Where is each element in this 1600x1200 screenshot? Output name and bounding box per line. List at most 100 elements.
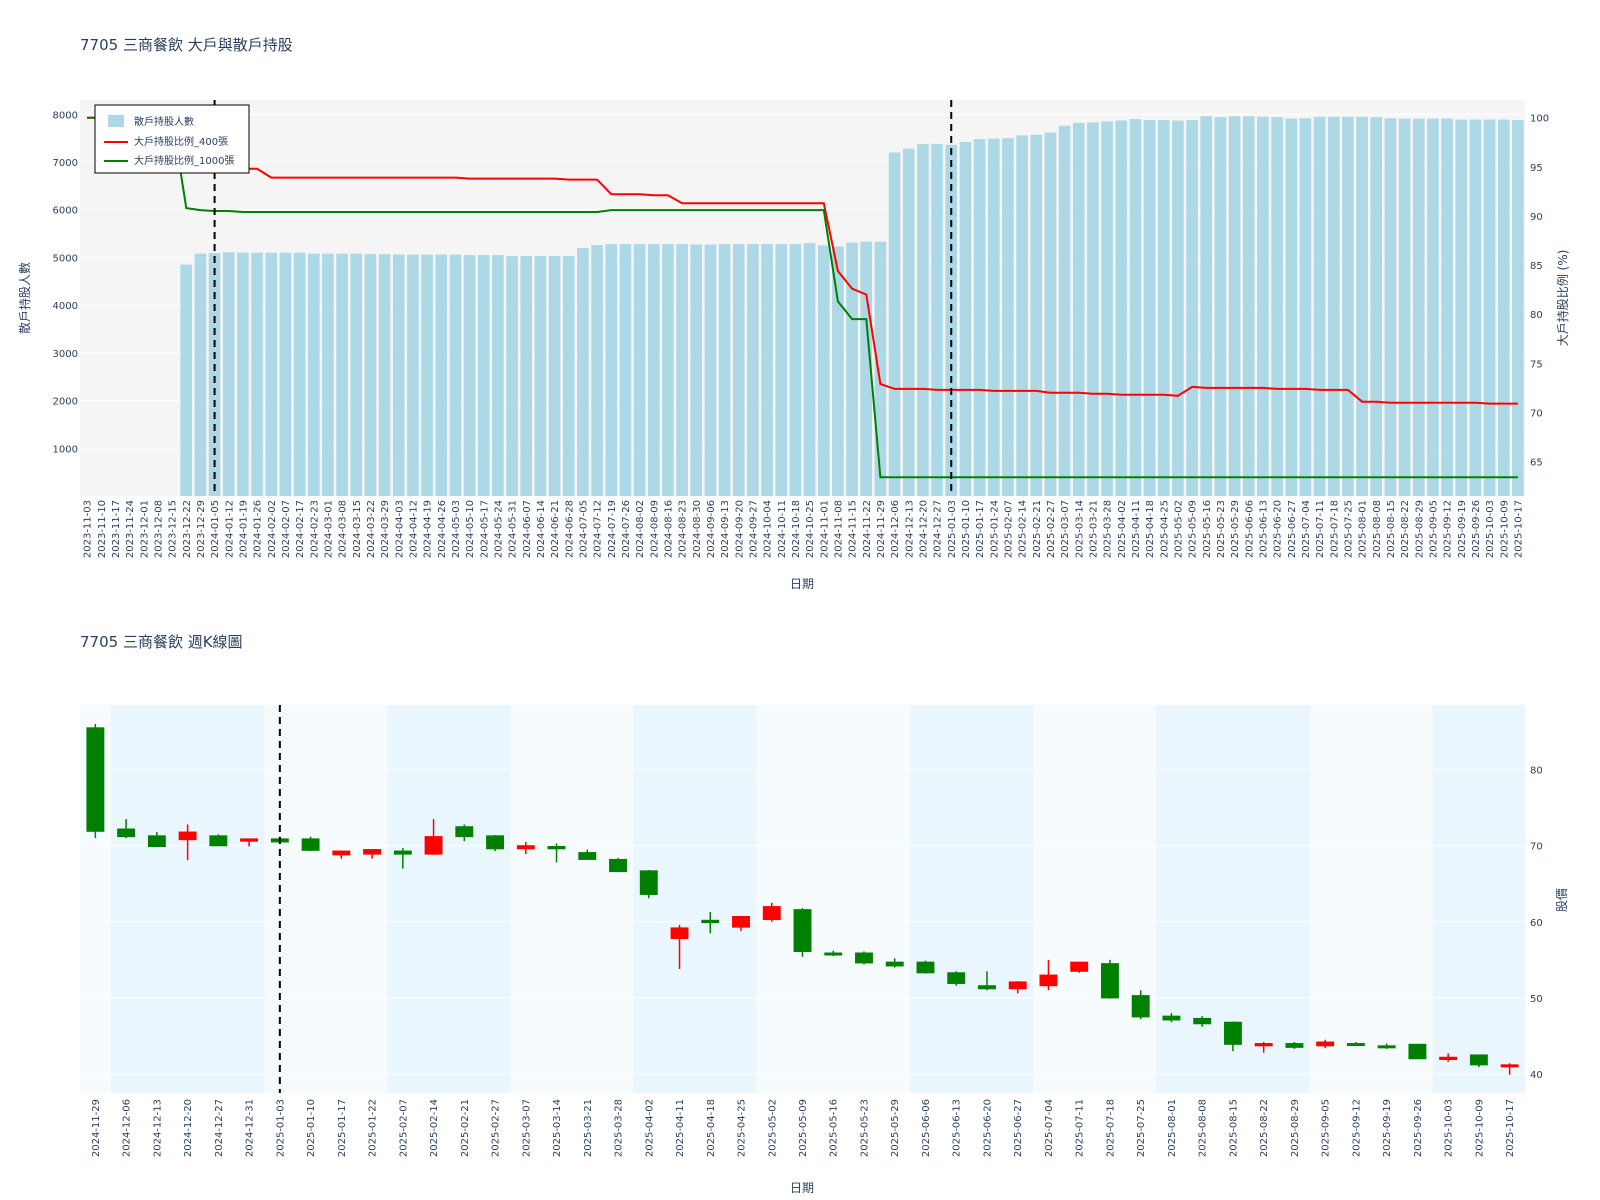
month-band xyxy=(387,705,511,1093)
candle-body xyxy=(670,927,689,940)
month-band xyxy=(910,705,1034,1093)
holdings-date-tick-label: 2025-08-29 xyxy=(1414,500,1425,558)
holdings-date-tick-label: 2024-08-02 xyxy=(635,500,646,558)
retail-holders-bar xyxy=(449,254,462,496)
holdings-x-axis-title: 日期 xyxy=(790,577,814,591)
candlestick-date-tick-label: 2024-12-13 xyxy=(152,1099,163,1157)
candle-body xyxy=(1408,1043,1427,1060)
retail-holders-bar xyxy=(1483,119,1496,496)
legend-entry-1000[interactable]: 大戶持股比例_1000張 xyxy=(134,154,234,167)
candle-body xyxy=(209,835,228,847)
retail-holders-bar xyxy=(1257,116,1269,496)
candlestick-date-tick-label: 2025-04-11 xyxy=(675,1099,686,1157)
holdings-date-tick-label: 2024-11-15 xyxy=(848,500,859,558)
candlestick-x-axis: 2024-11-29 2024-12-06 2024-12-13 2024-12-20… xyxy=(91,1099,1516,1157)
candle-body xyxy=(1070,961,1089,972)
candlestick-date-tick-label: 2025-04-25 xyxy=(737,1099,748,1157)
holdings-date-tick-label: 2024-10-18 xyxy=(791,500,802,558)
retail-holders-bar xyxy=(1512,120,1524,497)
retail-holders-bar xyxy=(548,256,561,496)
retail-holders-bar xyxy=(1313,116,1326,496)
retail-holders-bar xyxy=(832,246,844,496)
candlestick-date-tick-label: 2025-09-12 xyxy=(1351,1099,1362,1157)
candle-body xyxy=(701,919,720,924)
candle-body xyxy=(455,826,474,838)
holdings-right-axis-title: 大戶持股比例 (%) xyxy=(1555,250,1570,347)
retail-holders-bar xyxy=(534,256,547,496)
candlestick-date-tick-label: 2025-08-01 xyxy=(1167,1099,1178,1157)
retail-holders-bar xyxy=(1044,132,1057,497)
holdings-date-tick-label: 2024-01-12 xyxy=(224,500,235,558)
retail-holders-bar xyxy=(817,245,830,496)
retail-holders-bar xyxy=(392,254,405,496)
holdings-date-tick-label: 2024-01-19 xyxy=(238,500,249,558)
holdings-date-tick-label: 2025-10-03 xyxy=(1485,500,1496,558)
holdings-date-tick-label: 2023-11-17 xyxy=(111,500,122,558)
holdings-legend[interactable]: 散戶持股人數 大戶持股比例_400張 大戶持股比例_1000張 xyxy=(94,104,250,174)
holdings-date-tick-label: 2023-12-08 xyxy=(153,500,164,558)
candle-body xyxy=(1377,1045,1396,1049)
holdings-date-tick-label: 2024-02-17 xyxy=(295,500,306,558)
holdings-date-tick-label: 2024-10-25 xyxy=(805,500,816,558)
month-band xyxy=(1033,705,1157,1093)
retail-holders-bar xyxy=(378,254,391,496)
holdings-date-tick-label: 2024-04-19 xyxy=(423,500,434,558)
retail-holders-bar xyxy=(1129,119,1142,496)
candlestick-x-axis-title: 日期 xyxy=(790,1181,814,1195)
price-tick-label: 40 xyxy=(1530,1070,1543,1081)
holdings-date-tick-label: 2025-08-08 xyxy=(1372,500,1383,558)
retail-holders-bar xyxy=(1384,118,1397,496)
candlestick-date-tick-label: 2025-07-25 xyxy=(1136,1099,1147,1157)
candle-body xyxy=(1254,1043,1273,1047)
retail-holders-bar xyxy=(633,244,646,496)
candlestick-date-tick-label: 2025-09-19 xyxy=(1382,1099,1393,1157)
candle-body xyxy=(1008,981,1027,990)
retail-holders-bar xyxy=(577,247,589,496)
holdings-date-tick-label: 2025-03-14 xyxy=(1074,500,1085,558)
month-band xyxy=(633,705,757,1093)
holdings-date-tick-label: 2024-12-06 xyxy=(890,500,901,558)
holdings-date-tick-label: 2024-07-19 xyxy=(607,500,618,558)
holdings-date-tick-label: 2024-03-01 xyxy=(323,500,334,558)
candle-body xyxy=(178,831,197,841)
retail-holders-bar xyxy=(322,253,334,496)
candle-body xyxy=(793,909,812,952)
candlestick-date-tick-label: 2025-01-10 xyxy=(306,1099,317,1157)
legend-entry-bar[interactable]: 散戶持股人數 xyxy=(134,115,194,128)
candlestick-date-tick-label: 2025-07-18 xyxy=(1105,1099,1116,1157)
retail-holders-bar xyxy=(336,253,348,496)
holdings-date-tick-label: 2024-05-03 xyxy=(451,500,462,558)
candlestick-date-tick-label: 2025-02-21 xyxy=(460,1099,471,1157)
holdings-date-tick-label: 2023-12-01 xyxy=(139,500,150,558)
retail-holders-bar xyxy=(1285,118,1298,496)
holdings-date-tick-label: 2024-11-22 xyxy=(862,500,873,558)
holdings-date-tick-label: 2024-08-09 xyxy=(649,500,660,558)
retail-holders-bar xyxy=(1030,134,1043,496)
candlestick-date-tick-label: 2025-08-29 xyxy=(1290,1099,1301,1157)
holdings-date-tick-label: 2025-09-05 xyxy=(1428,500,1439,558)
holdings-date-tick-label: 2024-09-13 xyxy=(720,500,731,558)
candlestick-date-tick-label: 2025-10-09 xyxy=(1474,1099,1485,1157)
candlestick-date-tick-label: 2025-09-26 xyxy=(1413,1099,1424,1157)
retail-holders-bar xyxy=(562,256,575,496)
candle-body xyxy=(1346,1043,1365,1047)
candle-body xyxy=(240,838,259,842)
candlestick-date-tick-label: 2025-06-20 xyxy=(983,1099,994,1157)
candle-body xyxy=(885,961,904,967)
retail-holders-bar xyxy=(888,152,901,496)
retail-holders-bar xyxy=(520,256,533,496)
holdings-right-axis: 65 70 75 80 85 90 95 100 xyxy=(1530,114,1549,469)
retail-holders-bar xyxy=(803,243,816,496)
holdings-right-tick-label: 80 xyxy=(1530,310,1543,321)
retail-holders-bar xyxy=(1101,121,1113,496)
price-tick-label: 70 xyxy=(1530,842,1543,853)
retail-holders-bar xyxy=(421,254,433,496)
retail-holders-bar xyxy=(265,252,278,496)
holdings-right-tick-label: 75 xyxy=(1530,359,1543,370)
retail-holders-bar xyxy=(619,244,632,496)
holdings-date-tick-label: 2024-09-06 xyxy=(706,500,717,558)
candlestick-price-axis: 40 50 60 70 80 xyxy=(1530,766,1543,1081)
holdings-chart-title: 7705 三商餐飲 大戶與散戶持股 xyxy=(80,36,293,54)
legend-entry-400[interactable]: 大戶持股比例_400張 xyxy=(134,135,228,148)
holdings-date-tick-label: 2023-11-03 xyxy=(83,500,94,558)
